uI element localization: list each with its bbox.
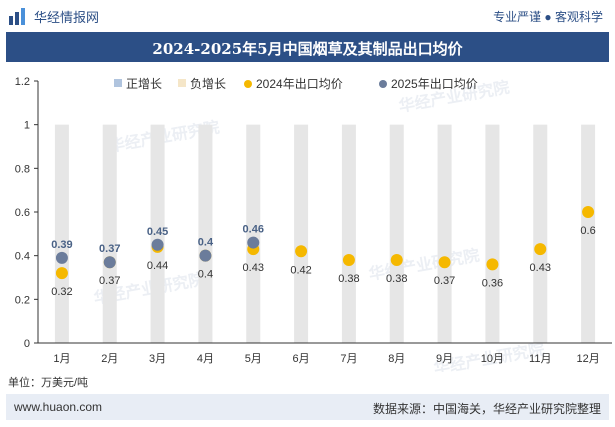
slogan: 专业严谨 ● 客观科学 — [493, 10, 603, 24]
point-2024-7月 — [342, 254, 355, 267]
legend-label-2024: 2024年出口均价 — [256, 77, 343, 91]
label-2024-10月: 0.36 — [482, 277, 503, 289]
point-2024-12月 — [582, 206, 595, 218]
point-2025-1月 — [55, 251, 68, 264]
label-2025-4月: 0.4 — [198, 237, 214, 249]
legend-marker-2024 — [244, 80, 252, 88]
label-2024-11月: 0.43 — [530, 262, 551, 274]
bar-11月 — [533, 124, 548, 343]
x-tick-label-0: 1月 — [53, 353, 70, 365]
chart-title: 2024-2025年5月中国烟草及其制品出口均价 — [152, 40, 463, 58]
bar-7月 — [341, 124, 356, 343]
bar-10月 — [485, 124, 500, 343]
bar-2月 — [102, 124, 117, 343]
label-2024-3月: 0.44 — [147, 260, 168, 272]
footer-url[interactable]: www.huaon.com — [14, 400, 103, 414]
point-2025-3月 — [151, 238, 164, 251]
legend-label-negative: 负增长 — [190, 77, 226, 91]
x-tick-label-6: 7月 — [340, 353, 357, 365]
label-2025-2月: 0.37 — [99, 243, 120, 255]
legend-swatch-positive — [114, 79, 122, 87]
point-2025-4月 — [199, 249, 212, 262]
point-2024-10月 — [486, 258, 499, 271]
bar-6月 — [294, 124, 309, 343]
point-2024-11月 — [534, 243, 547, 256]
site-name: 华经情报网 — [34, 10, 100, 25]
bar-5月 — [246, 124, 261, 343]
x-tick-label-11: 12月 — [576, 353, 599, 365]
y-tick-label-5: 1 — [24, 120, 30, 132]
bar-4月 — [198, 124, 213, 343]
label-2025-1月: 0.39 — [51, 239, 72, 251]
y-tick-label-6: 1.2 — [15, 76, 30, 88]
watermark-text-2: 华经产业研究院 — [367, 246, 481, 284]
data-source: 数据来源：中国海关，华经产业研究院整理 — [372, 402, 601, 416]
y-tick-label-0: 0 — [24, 338, 30, 350]
y-tick-label-4: 0.8 — [15, 163, 30, 175]
label-2025-5月: 0.46 — [243, 224, 264, 236]
x-tick-label-8: 9月 — [436, 353, 453, 365]
label-2024-4月: 0.4 — [198, 269, 213, 281]
label-2024-8月: 0.38 — [386, 273, 407, 285]
legend-label-2025: 2025年出口均价 — [391, 77, 478, 91]
point-2025-2月 — [103, 256, 116, 269]
point-2024-1月 — [55, 267, 68, 280]
y-tick-label-2: 0.4 — [15, 251, 30, 263]
bar-12月 — [581, 124, 596, 343]
x-tick-label-3: 4月 — [197, 353, 214, 365]
bar-3月 — [150, 124, 165, 343]
legend-marker-2025 — [379, 80, 387, 88]
unit-label: 单位：万美元/吨 — [8, 377, 89, 389]
point-2025-5月 — [247, 236, 260, 249]
bar-8月 — [389, 124, 404, 343]
label-2025-3月: 0.45 — [147, 226, 168, 238]
x-tick-label-1: 2月 — [101, 353, 118, 365]
top-bar: 华经情报网 专业严谨 ● 客观科学 — [0, 0, 615, 32]
y-tick-label-1: 0.2 — [15, 294, 30, 306]
huajing-logo-icon — [9, 8, 25, 25]
point-2024-9月 — [438, 256, 451, 269]
x-tick-label-9: 10月 — [481, 353, 504, 365]
price-scatter-chart: 华经产业研究院华经产业研究院华经产业研究院华经产业研究院华经产业研究院00.20… — [15, 76, 612, 372]
point-2024-8月 — [390, 254, 403, 267]
x-tick-label-10: 11月 — [529, 353, 551, 365]
x-tick-label-4: 5月 — [245, 353, 262, 365]
label-2024-6月: 0.42 — [290, 264, 311, 276]
y-tick-label-3: 0.6 — [15, 207, 30, 219]
label-2024-7月: 0.38 — [338, 273, 359, 285]
label-2024-12月: 0.6 — [580, 225, 595, 237]
footer: www.huaon.com 数据来源：中国海关，华经产业研究院整理 — [6, 394, 609, 420]
legend-swatch-negative — [178, 79, 186, 87]
x-tick-label-5: 6月 — [293, 353, 310, 365]
legend-label-positive: 正增长 — [126, 77, 162, 91]
label-2024-9月: 0.37 — [434, 275, 455, 287]
point-2024-6月 — [295, 245, 308, 258]
bar-1月 — [54, 124, 69, 343]
label-2024-1月: 0.32 — [51, 286, 72, 298]
x-tick-label-7: 8月 — [388, 353, 405, 365]
label-2024-5月: 0.43 — [243, 262, 264, 274]
title-bar: 2024-2025年5月中国烟草及其制品出口均价 — [6, 32, 609, 62]
x-tick-label-2: 3月 — [149, 353, 166, 365]
label-2024-2月: 0.37 — [99, 275, 120, 287]
bar-9月 — [437, 124, 452, 343]
